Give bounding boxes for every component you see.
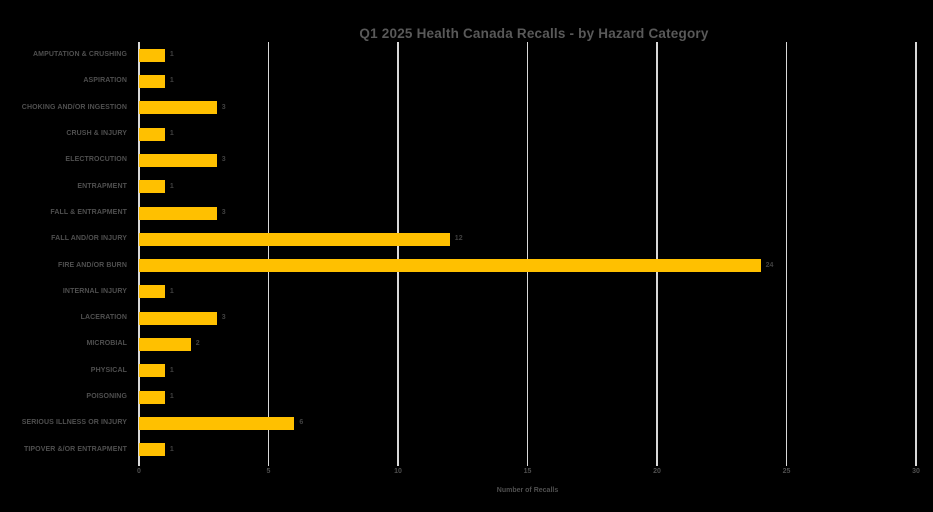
bar-poisoning (139, 390, 165, 404)
chart-title: Q1 2025 Health Canada Recalls - by Hazar… (359, 26, 709, 41)
value-label: 1 (169, 445, 174, 453)
category-label: ENTRAPMENT (77, 182, 127, 190)
value-label: 3 (221, 103, 226, 111)
bar-tipover-or-entrapment (139, 443, 165, 457)
category-label: LACERATION (80, 314, 127, 322)
bar-microbial (139, 338, 191, 352)
bar-amputation-crushing (139, 48, 165, 62)
gridline-x-5 (267, 42, 270, 466)
bar-fall-and-or-injury (139, 232, 450, 246)
gridline-x-0 (138, 42, 140, 466)
category-label: PHYSICAL (90, 366, 127, 374)
category-label: CRUSH & INJURY (66, 129, 127, 137)
category-label: FALL AND/OR INJURY (51, 235, 127, 243)
bar-choking-and-or-ingestion (139, 101, 217, 115)
value-label: 12 (454, 235, 463, 243)
gridline-x-15 (526, 42, 529, 466)
bar-internal-injury (139, 285, 165, 299)
category-label: MICROBIAL (86, 340, 127, 348)
category-label: ELECTROCUTION (65, 156, 127, 164)
value-label: 1 (169, 393, 174, 401)
category-label: CHOKING AND/OR INGESTION (21, 103, 127, 111)
value-label: 24 (765, 261, 774, 269)
x-tick-label: 15 (523, 468, 532, 475)
category-label: POISONING (86, 393, 127, 401)
gridline-x-10 (397, 42, 399, 466)
bar-fall-entrapment (139, 206, 217, 220)
value-label: 1 (169, 77, 174, 85)
bar-electrocution (139, 153, 217, 167)
value-label: 2 (195, 340, 200, 348)
category-label: INTERNAL INJURY (62, 287, 127, 295)
bar-aspiration (139, 74, 165, 88)
bar-fire-and-or-burn (139, 259, 761, 273)
x-tick-label: 25 (782, 468, 791, 475)
plot-area: 0 5 10 15 20 25 30 1 1 3 1 3 1 3 12 24 1 3 2 1 1 6 1 (137, 42, 920, 475)
bar-serious-illness-or-injury (139, 417, 295, 431)
x-tick-label: 30 (912, 468, 920, 475)
category-label: FALL & ENTRAPMENT (50, 208, 127, 216)
value-label: 3 (221, 156, 226, 164)
category-label: ASPIRATION (83, 77, 127, 85)
gridline-x-20 (656, 42, 658, 466)
category-label: AMPUTATION & CRUSHING (32, 51, 127, 58)
value-label: 1 (169, 287, 174, 295)
x-tick-label: 20 (653, 468, 661, 475)
bar-laceration (139, 311, 217, 325)
bar-crush-injury (139, 127, 165, 141)
x-tick-label: 5 (266, 468, 271, 475)
value-label: 1 (169, 129, 174, 137)
value-label: 3 (221, 208, 226, 216)
category-label: SERIOUS ILLNESS OR INJURY (21, 419, 127, 427)
value-label: 6 (299, 419, 304, 427)
category-label: TIPOVER &/OR ENTRAPMENT (23, 445, 127, 453)
x-tick-label: 0 (137, 468, 141, 475)
gridline-x-30 (915, 42, 917, 466)
bar-physical (139, 364, 165, 378)
value-label: 1 (169, 366, 174, 374)
value-label: 1 (169, 182, 174, 190)
gridline-x-25 (785, 42, 788, 466)
x-axis-title: Number of Recalls (496, 487, 559, 494)
x-tick-label: 10 (394, 468, 402, 475)
category-label: FIRE AND/OR BURN (57, 261, 127, 269)
bar-entrapment (139, 180, 165, 194)
value-label: 3 (221, 314, 226, 322)
value-label: 1 (169, 51, 174, 58)
